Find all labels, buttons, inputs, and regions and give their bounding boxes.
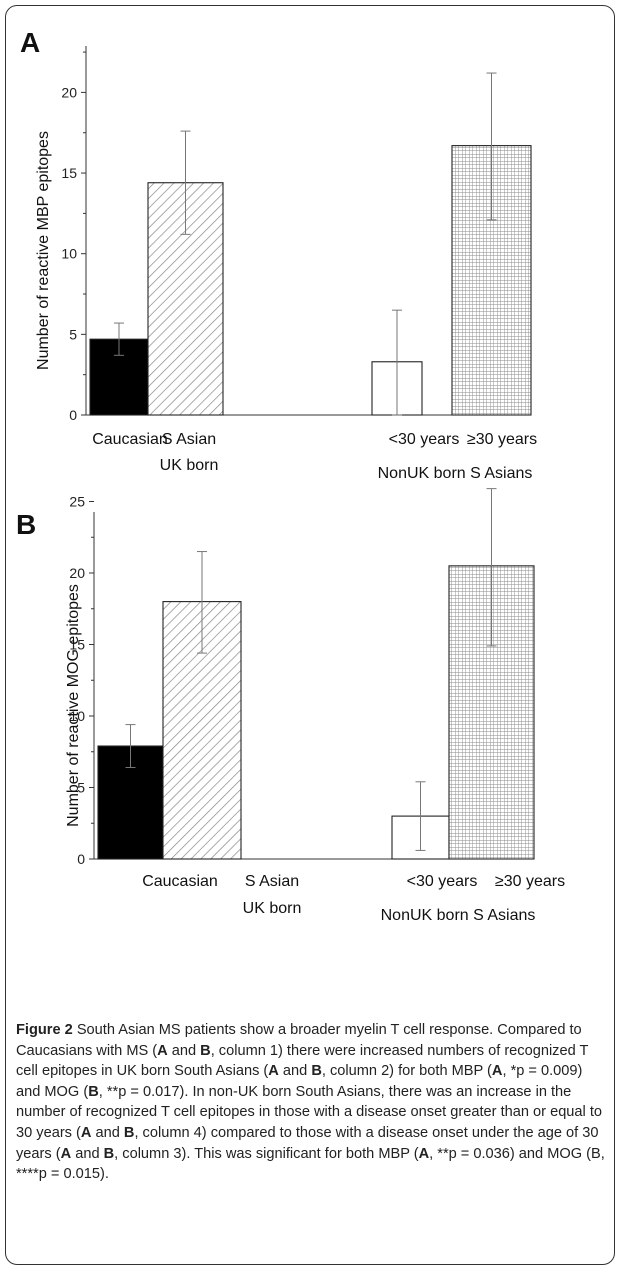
caption-text: , column 1) there were increased numbers… (16, 1042, 589, 1080)
figure-caption: Figure 2 South Asian MS patients show a … (16, 1020, 606, 1185)
caption-text: and (71, 1145, 104, 1162)
y-tick-label: 20 (61, 84, 77, 100)
caption-body: Compared to Caucasians with MS (A and B,… (16, 1022, 605, 1182)
caption-text: and (167, 1042, 201, 1059)
caption-panel-ref: B (88, 1083, 99, 1100)
caption-text: and (278, 1063, 312, 1080)
panel-letter: A (20, 27, 40, 58)
caption-text: , **p = 0.036) and MOG (B, ****p = 0.015… (16, 1145, 605, 1183)
category-label: Caucasian (142, 873, 218, 890)
y-axis-label: Number of reactive MOG epitopes (65, 584, 82, 827)
caption-text: Compared to Caucasians with MS ( (16, 1022, 582, 1059)
caption-panel-ref: A (268, 1063, 279, 1080)
y-tick-label: 5 (77, 780, 85, 796)
category-label-line2: UK born (160, 457, 219, 474)
category-label: ≥30 years (495, 873, 565, 890)
caption-panel-ref: B (123, 1124, 135, 1141)
panel-letter: B (16, 509, 36, 540)
caption-text: , *p = 0.009) and MOG ( (16, 1063, 583, 1100)
caption-figure-label: Figure 2 (16, 1022, 73, 1038)
y-tick-label: 10 (61, 246, 77, 262)
caption-panel-ref: A (80, 1124, 92, 1141)
caption-panel-ref: A (60, 1145, 72, 1162)
y-tick-label: 15 (61, 165, 77, 181)
category-label: S Asian (245, 873, 299, 890)
caption-text: , column 4) compared to those with a dis… (16, 1124, 599, 1162)
category-label: S Asian (162, 431, 216, 448)
caption-text: , **p = 0.017). In non-UK born South Asi… (16, 1083, 603, 1141)
group-label: NonUK born S Asians (381, 907, 536, 924)
caption-panel-ref: B (103, 1145, 115, 1162)
y-tick-label: 5 (69, 326, 77, 342)
category-label-line2: UK born (243, 900, 302, 917)
y-axis-label: Number of reactive MBP epitopes (35, 131, 52, 370)
caption-panel-ref: A (418, 1145, 430, 1162)
y-tick-label: 20 (69, 565, 85, 581)
y-tick-label: 10 (69, 708, 85, 724)
caption-text: , column 3). This was significant for bo… (114, 1145, 419, 1162)
category-label: <30 years (389, 431, 460, 448)
category-label: Caucasian (92, 431, 168, 448)
caption-title: South Asian MS patients show a broader m… (72, 1022, 494, 1038)
caption-text: , column 2) for both MBP ( (321, 1063, 492, 1080)
y-tick-label: 0 (77, 851, 85, 867)
group-label: NonUK born S Asians (378, 465, 533, 482)
y-tick-label: 25 (69, 494, 85, 510)
category-label: ≥30 years (467, 431, 537, 448)
y-tick-label: 0 (69, 407, 77, 423)
category-label: <30 years (407, 873, 478, 890)
caption-panel-ref: B (200, 1042, 211, 1059)
caption-text: and (91, 1124, 124, 1141)
y-tick-label: 15 (69, 637, 85, 653)
figure-canvas: A 0 5 10 15 20 Number of reactive MBP epitopes… (16, 27, 565, 924)
caption-panel-ref: B (311, 1063, 322, 1080)
caption-panel-ref: A (157, 1042, 168, 1059)
caption-panel-ref: A (491, 1063, 503, 1080)
